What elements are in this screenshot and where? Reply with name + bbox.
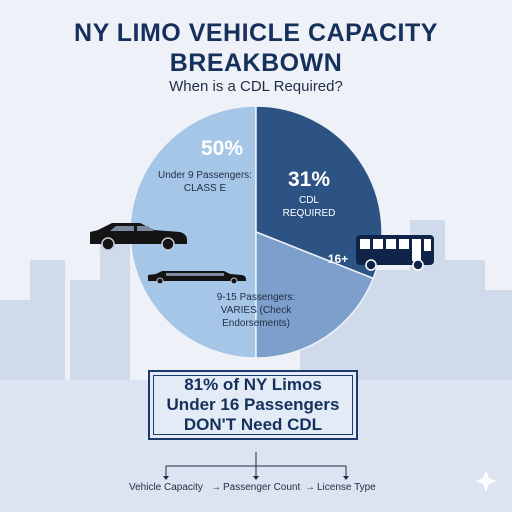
slice-2-percent-label: 31% — [288, 168, 330, 191]
slice-1-desc-line-1: Under 9 Passengers: — [158, 170, 252, 181]
slice-2-desc-line-1: CDL — [299, 195, 319, 206]
chart-title-line-1: NY LIMO VEHICLE CAPACITY — [74, 19, 438, 47]
chart-title-line-2: BREAKBOWN — [169, 49, 343, 77]
flow-arrow-1: → — [211, 482, 221, 493]
slice-2-extra-label: 16+ — [328, 252, 348, 266]
summary-line-1: 81% of NY Limos — [184, 375, 322, 394]
summary-callout-box: 81% of NY Limos Under 16 Passengers DON'… — [148, 370, 358, 440]
summary-line-3: DON'T Need CDL — [183, 415, 323, 434]
slice-3-desc-line-2: VARIES (Check — [221, 305, 292, 316]
summary-line-2: Under 16 Passengers — [166, 395, 340, 414]
flow-step-passenger-count: Passenger Count — [223, 482, 301, 493]
bus-icon — [356, 235, 434, 271]
slice-3-desc-line-1: 9-15 Passengers: — [217, 292, 295, 303]
flow-step-license-type: License Type — [317, 482, 376, 493]
flow-arrow-2: → — [305, 482, 315, 493]
slice-2-desc-line-2: REQUIRED — [283, 208, 336, 219]
slice-1-percent-label: 50% — [201, 137, 243, 160]
flow-legend: Vehicle Capacity → Passenger Count → Lic… — [120, 482, 390, 500]
slice-1-desc-line-2: CLASS E — [184, 183, 227, 194]
stretch-limo-icon — [148, 271, 246, 285]
slice-3-desc-line-3: Endorsements) — [222, 318, 290, 329]
flow-step-vehicle-capacity: Vehicle Capacity — [129, 482, 203, 493]
summary-callout-inner: 81% of NY Limos Under 16 Passengers DON'… — [153, 375, 353, 435]
chart-subtitle: When is a CDL Required? — [169, 78, 343, 95]
sedan-icon — [90, 223, 187, 251]
pie-slice-3 — [255, 230, 375, 359]
